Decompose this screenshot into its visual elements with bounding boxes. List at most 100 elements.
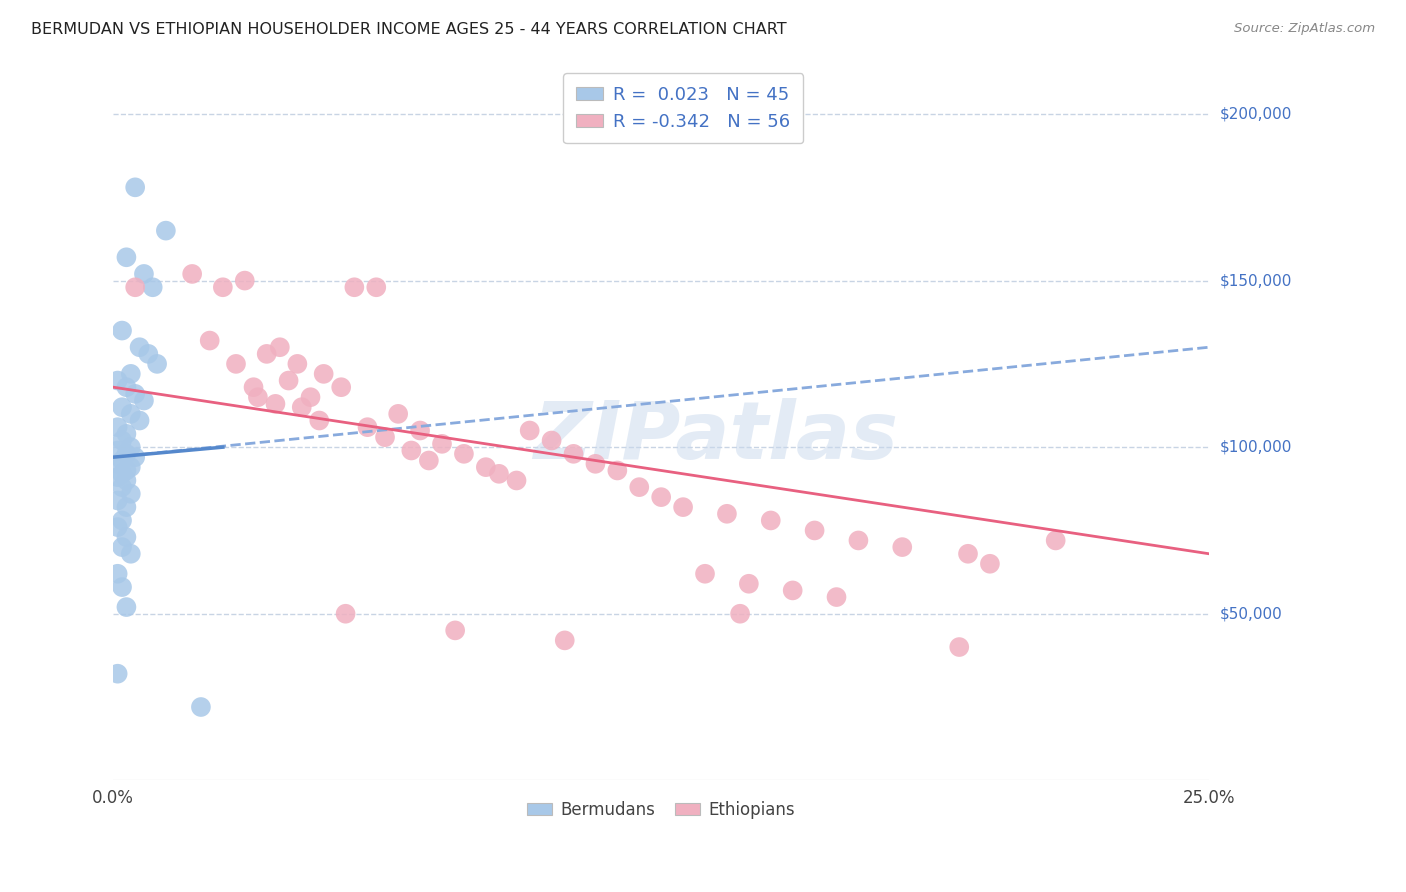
Point [124,387,146,401]
Point [979,557,1001,571]
Point [291,400,314,414]
Point [453,447,475,461]
Point [107,520,129,534]
Point [107,666,129,681]
Point [155,224,177,238]
Point [540,434,562,448]
Text: $50,000: $50,000 [1220,607,1282,621]
Point [256,347,278,361]
Point [242,380,264,394]
Point [606,463,628,477]
Point [181,267,204,281]
Point [312,367,335,381]
Point [335,607,357,621]
Point [650,490,672,504]
Point [142,280,165,294]
Point [124,180,146,194]
Point [111,513,134,527]
Point [120,407,142,421]
Point [554,633,576,648]
Point [233,274,256,288]
Point [728,607,751,621]
Point [120,547,142,561]
Point [264,397,287,411]
Point [115,463,138,477]
Point [444,624,467,638]
Point [132,267,155,281]
Point [111,580,134,594]
Point [519,424,541,438]
Point [115,530,138,544]
Point [111,540,134,554]
Point [1045,533,1067,548]
Text: ZIPatlas: ZIPatlas [533,398,898,475]
Point [120,367,142,381]
Point [374,430,396,444]
Point [111,480,134,494]
Legend: Bermudans, Ethiopians: Bermudans, Ethiopians [520,795,801,826]
Point [115,500,138,515]
Point [115,250,138,264]
Point [475,460,498,475]
Point [128,340,150,354]
Text: $100,000: $100,000 [1220,440,1292,455]
Point [124,280,146,294]
Point [198,334,221,348]
Point [138,347,160,361]
Point [387,407,409,421]
Text: BERMUDAN VS ETHIOPIAN HOUSEHOLDER INCOME AGES 25 - 44 YEARS CORRELATION CHART: BERMUDAN VS ETHIOPIAN HOUSEHOLDER INCOME… [31,22,786,37]
Point [583,457,606,471]
Point [672,500,695,515]
Point [356,420,378,434]
Point [343,280,366,294]
Point [782,583,804,598]
Point [401,443,423,458]
Text: Source: ZipAtlas.com: Source: ZipAtlas.com [1234,22,1375,36]
Point [488,467,510,481]
Point [107,374,129,388]
Point [107,470,129,484]
Point [146,357,169,371]
Point [285,357,308,371]
Point [848,533,870,548]
Point [891,540,914,554]
Text: $150,000: $150,000 [1220,273,1292,288]
Point [366,280,388,294]
Point [115,426,138,441]
Point [693,566,716,581]
Point [759,513,782,527]
Point [246,390,269,404]
Point [299,390,322,404]
Point [124,450,146,465]
Point [120,460,142,475]
Point [107,420,129,434]
Point [132,393,155,408]
Point [107,566,129,581]
Point [956,547,979,561]
Point [225,357,247,371]
Point [115,380,138,394]
Point [628,480,651,494]
Point [120,440,142,454]
Point [562,447,585,461]
Point [409,424,432,438]
Point [505,474,527,488]
Point [418,453,440,467]
Point [430,437,453,451]
Point [107,493,129,508]
Point [111,453,134,467]
Point [269,340,291,354]
Point [111,400,134,414]
Point [948,640,970,654]
Point [115,447,138,461]
Point [107,457,129,471]
Point [330,380,353,394]
Text: $200,000: $200,000 [1220,106,1292,121]
Point [308,413,330,427]
Point [115,600,138,615]
Point [111,467,134,481]
Point [825,590,848,604]
Point [115,474,138,488]
Point [211,280,233,294]
Point [803,524,825,538]
